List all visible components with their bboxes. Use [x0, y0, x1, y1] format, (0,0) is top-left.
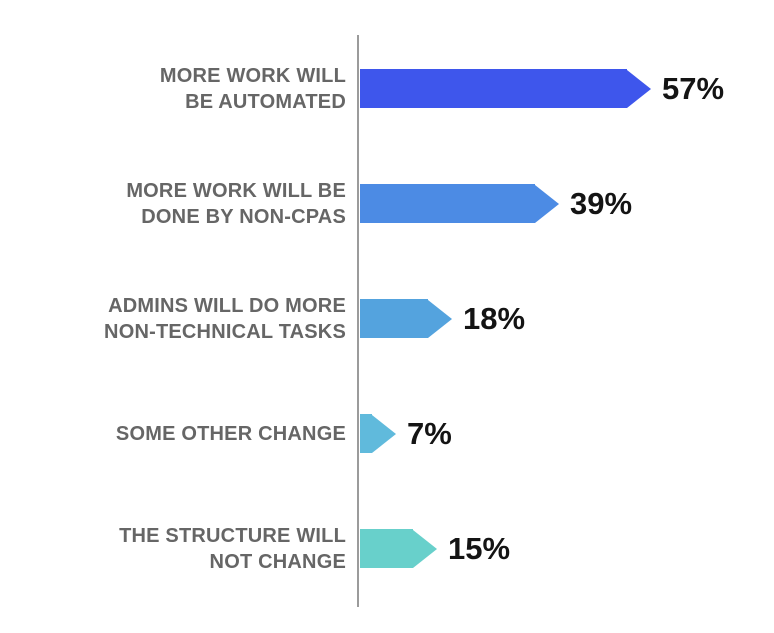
bar-body: [360, 184, 535, 223]
bar-group: 18%: [360, 299, 525, 338]
category-label-line: NON-TECHNICAL TASKS: [104, 320, 346, 343]
bar-arrow-tip: [413, 529, 437, 568]
arrow-bar: [360, 69, 651, 108]
chart-row: MORE WORK WILL BE AUTOMATED 57%: [0, 31, 774, 146]
value-label: 7%: [407, 415, 452, 451]
bar-group: 39%: [360, 184, 632, 223]
arrow-bar: [360, 414, 396, 453]
category-label: MORE WORK WILL BE AUTOMATED: [0, 63, 346, 115]
category-label: ADMINS WILL DO MORE NON-TECHNICAL TASKS: [0, 293, 346, 345]
chart-row: SOME OTHER CHANGE 7%: [0, 376, 774, 491]
arrow-bar: [360, 299, 452, 338]
value-label: 57%: [662, 70, 725, 106]
chart-row: THE STRUCTURE WILL NOT CHANGE 15%: [0, 491, 774, 606]
category-label-line: ADMINS WILL DO MORE: [108, 294, 346, 317]
bar-arrow-tip: [428, 299, 452, 338]
bar-arrow-tip: [535, 184, 559, 223]
category-label-line: MORE WORK WILL: [159, 64, 346, 87]
bar-body: [360, 529, 413, 568]
bar-arrow-tip: [627, 69, 651, 108]
chart-row: ADMINS WILL DO MORE NON-TECHNICAL TASKS 1…: [0, 261, 774, 376]
bar-group: 57%: [360, 69, 724, 108]
bar-group: 7%: [360, 414, 452, 453]
bar-group: 15%: [360, 529, 510, 568]
category-label-line: SOME OTHER CHANGE: [115, 422, 346, 445]
value-label: 18%: [463, 300, 526, 336]
value-label: 15%: [448, 530, 511, 566]
arrow-bar: [360, 184, 559, 223]
bar-body: [360, 69, 627, 108]
category-label-line: MORE WORK WILL BE: [126, 179, 346, 202]
category-label-line: DONE BY NON-CPAS: [141, 205, 346, 228]
y-axis-line: [357, 35, 359, 607]
arrow-bar: [360, 529, 437, 568]
category-label-line: NOT CHANGE: [209, 550, 346, 573]
chart-rows: MORE WORK WILL BE AUTOMATED 57% MORE WORK…: [0, 31, 774, 606]
bar-body: [360, 414, 372, 453]
category-label-line: THE STRUCTURE WILL: [119, 524, 346, 547]
bar-body: [360, 299, 428, 338]
value-label: 39%: [570, 185, 633, 221]
category-label: THE STRUCTURE WILL NOT CHANGE: [0, 523, 346, 575]
category-label-line: BE AUTOMATED: [185, 90, 346, 113]
category-label: SOME OTHER CHANGE: [0, 421, 346, 447]
bar-arrow-tip: [372, 414, 396, 453]
chart-row: MORE WORK WILL BE DONE BY NON-CPAS 39%: [0, 146, 774, 261]
category-label: MORE WORK WILL BE DONE BY NON-CPAS: [0, 178, 346, 230]
